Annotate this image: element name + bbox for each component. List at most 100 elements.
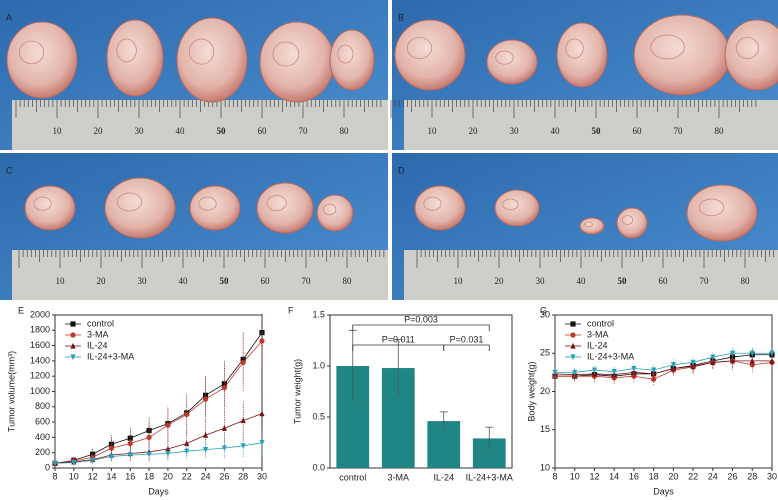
y-axis-label: Body weight(g)	[526, 361, 536, 421]
marker	[221, 445, 227, 452]
ruler	[404, 100, 778, 150]
tumor	[104, 177, 176, 239]
tumor	[494, 189, 540, 227]
tumor	[633, 14, 731, 96]
tumor-lobe	[495, 50, 514, 65]
marker	[165, 422, 171, 428]
x-tick-label: 22	[688, 471, 698, 481]
x-tick-label: 8	[52, 471, 57, 481]
ruler-label: 40	[179, 276, 189, 286]
x-tick-label: 28	[238, 471, 248, 481]
tumor-lobe	[565, 38, 584, 59]
x-tick-label: 24	[708, 471, 718, 481]
y-tick-label: 10	[540, 462, 550, 472]
ruler-label: 30	[135, 126, 145, 136]
x-tick-label: 14	[106, 471, 116, 481]
series-line	[54, 442, 263, 464]
x-tick-label: 28	[747, 471, 757, 481]
marker	[202, 392, 209, 398]
tumor-lobe	[337, 44, 354, 64]
marker	[108, 453, 115, 460]
marker	[729, 357, 736, 364]
p-value: P=0.031	[450, 334, 484, 344]
tumor	[189, 185, 241, 231]
legend-label: IL-24	[587, 340, 608, 350]
ruler-label: 50	[217, 126, 227, 136]
ruler-label: 10	[428, 126, 438, 136]
series-line	[555, 352, 772, 373]
marker	[259, 338, 265, 344]
ruler-label: 80	[340, 126, 350, 136]
x-tick-label: 16	[125, 471, 135, 481]
y-tick-label: 1400	[30, 355, 50, 365]
tumor-lobe	[698, 198, 725, 217]
marker	[240, 356, 246, 362]
marker	[70, 342, 76, 349]
tumor	[106, 19, 164, 97]
y-tick-label: 1.0	[312, 360, 325, 370]
marker	[651, 367, 657, 374]
ruler-label: 20	[495, 276, 505, 286]
x-axis-label: Days	[653, 486, 674, 496]
ruler-label: 80	[715, 126, 725, 136]
series-line	[54, 413, 263, 464]
x-axis-label: Days	[148, 486, 169, 496]
tumor-lobe	[272, 41, 300, 67]
tumor	[24, 185, 76, 231]
series-line	[54, 332, 263, 464]
y-tick-label: 600	[35, 416, 50, 426]
tumor-lobe	[266, 195, 287, 211]
x-tick-label: 30	[257, 471, 267, 481]
ruler-label: 40	[551, 126, 561, 136]
x-tick-label: 10	[570, 471, 580, 481]
marker	[202, 447, 209, 453]
marker	[749, 350, 755, 357]
marker	[221, 385, 227, 391]
ruler-label: 40	[577, 276, 587, 286]
ruler-label: 20	[94, 126, 104, 136]
tumor	[256, 182, 314, 234]
marker	[259, 440, 265, 446]
ruler-label: 50	[618, 276, 628, 286]
x-tick-label: 30	[767, 471, 777, 481]
marker	[70, 354, 76, 361]
y-tick-label: 200	[35, 447, 50, 457]
tumor-lobe	[33, 196, 52, 211]
p-value: P=0.011	[382, 334, 415, 344]
marker	[611, 369, 617, 375]
y-tick-label: 0.5	[312, 411, 325, 421]
x-tick-label: IL-24	[433, 472, 454, 482]
marker	[90, 457, 96, 464]
ruler-label: 80	[741, 276, 751, 286]
marker	[259, 410, 265, 417]
tumor	[329, 29, 375, 91]
x-tick-label: 18	[144, 471, 154, 481]
marker	[127, 440, 133, 447]
y-tick-label: 2000	[30, 309, 50, 319]
marker	[127, 452, 133, 459]
marker	[631, 365, 637, 372]
marker	[631, 369, 637, 375]
panel-label: E	[18, 305, 24, 315]
tumor-lobe	[502, 198, 519, 211]
ruler-label: 60	[261, 276, 271, 286]
panel-label: G	[540, 305, 547, 315]
tumor-lobe	[116, 192, 143, 212]
y-axis-label: Tumor volume(mm³)	[6, 351, 16, 432]
x-tick-label: 20	[163, 471, 173, 481]
tumor-lobe	[735, 37, 760, 59]
marker	[146, 427, 152, 434]
y-tick-label: 20	[540, 386, 550, 396]
marker	[570, 342, 576, 349]
ruler-label: 50	[220, 276, 230, 286]
marker	[52, 460, 58, 467]
legend-label: IL-24	[87, 340, 108, 350]
legend-label: 3-MA	[587, 329, 609, 339]
marker	[184, 440, 190, 447]
marker	[108, 445, 115, 451]
legend-label: control	[587, 318, 614, 328]
ruler-label: 20	[469, 126, 479, 136]
tumor	[259, 21, 335, 103]
tumor	[724, 19, 778, 91]
x-tick-label: 12	[589, 471, 599, 481]
